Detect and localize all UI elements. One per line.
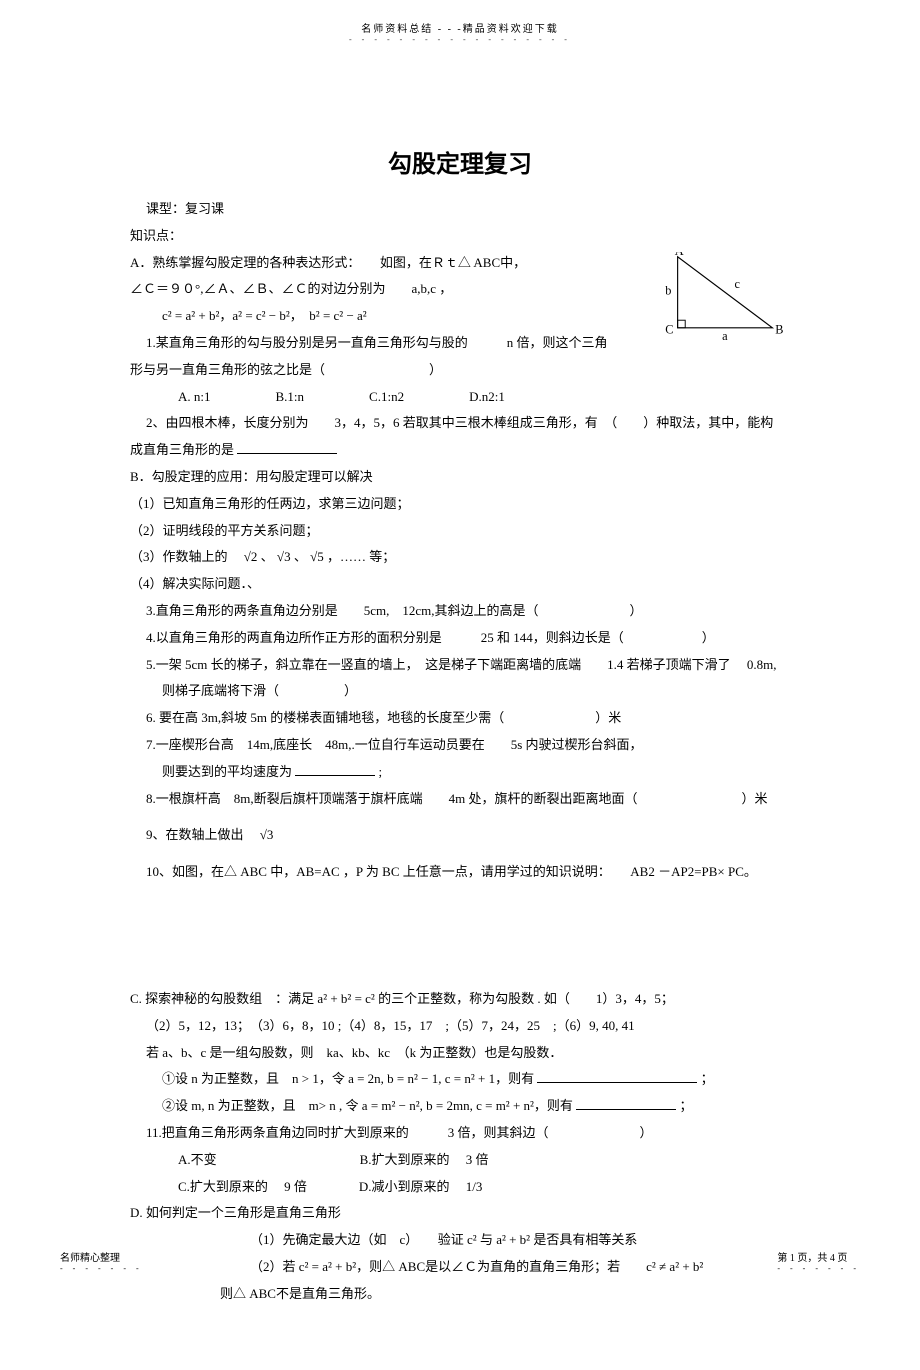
vertex-A: A <box>675 252 684 258</box>
q7-cont: 则要达到的平均速度为 ; <box>130 762 790 783</box>
b3-mid: 、 <box>261 549 274 564</box>
footer-right: 第 1 页，共 4 页 - - - - - - - <box>777 1249 860 1273</box>
footer-right-text: 第 1 页，共 4 页 <box>777 1249 860 1264</box>
c2-text: ②设 m, n 为正整数，且 m> n , 令 a = m² − n², b =… <box>162 1098 573 1113</box>
side-c: c <box>734 277 740 291</box>
b3-pre: （3）作数轴上的 <box>130 549 241 564</box>
q7-semi: ; <box>379 764 383 779</box>
footer-left-text: 名师精心整理 <box>60 1249 143 1264</box>
d2: （2）若 c² = a² + b²，则△ ABC是以∠Ｃ为直角的直角三角形；若 … <box>130 1257 790 1278</box>
q11-ab: A.不变 B.扩大到原来的 3 倍 <box>130 1150 790 1171</box>
sqrt3-val: 3 <box>284 549 291 564</box>
sqrt5: √5 <box>310 549 324 564</box>
c1-semi: ； <box>701 1071 714 1086</box>
right-angle-mark <box>678 320 686 328</box>
q10: 10、如图，在△ ABC 中，AB=AC ，P 为 BC 上任意一点，请用学过的… <box>130 862 790 883</box>
q9: 9、在数轴上做出 √3 <box>130 825 790 846</box>
q8: 8.一根旗杆高 8m,断裂后旗杆顶端落于旗杆底端 4m 处，旗杆的断裂出距离地面… <box>130 789 790 810</box>
header-text: 名师资料总结 - - -精品资料欢迎下载 <box>361 24 559 35</box>
q2: 2、由四根木棒，长度分别为 3，4，5，6 若取其中三根木棒组成三角形，有 （ … <box>130 413 790 434</box>
course-type: 课型：复习课 <box>130 199 790 220</box>
vertex-B: B <box>775 322 783 336</box>
q7-blank <box>295 763 375 776</box>
b3-post: ，…… 等； <box>327 549 395 564</box>
b2: （2）证明线段的平方关系问题； <box>130 521 790 542</box>
side-a: a <box>722 329 728 342</box>
c1: ①设 n 为正整数，且 n > 1，令 a = 2n, b = n² − 1, … <box>130 1069 790 1090</box>
b3: （3）作数轴上的 √2 、 √3 、 √5 ，…… 等； <box>130 547 790 568</box>
q2-blank <box>237 441 337 454</box>
q1-cont: 形与另一直角三角形的弦之比是（ ） <box>130 360 790 381</box>
side-b: b <box>665 284 671 298</box>
triangle-figure: A B C a b c <box>660 252 790 346</box>
section-c-heading: C. 探索神秘的勾股数组 ：满足 a² + b² = c² 的三个正整数，称为勾… <box>130 989 790 1010</box>
c2-semi: ； <box>679 1098 692 1113</box>
c-line3: 若 a、b、c 是一组勾股数，则 ka、kb、kc （k 为正整数）也是勾股数． <box>130 1043 790 1064</box>
c-line2: （2）5，12，13； （3）6，8，10 ;（4）8，15，17 ;（5）7，… <box>130 1016 790 1037</box>
c2-blank <box>576 1097 676 1110</box>
b4: （4）解决实际问题．、 <box>130 574 790 595</box>
footer-left-dashes: - - - - - - - <box>60 1264 143 1273</box>
sqrt3-q9-val: 3 <box>267 827 274 842</box>
sqrt3: √3 <box>277 549 291 564</box>
page-content: 勾股定理复习 课型：复习课 知识点： A．熟练掌握勾股定理的各种表达形式： 如图… <box>0 44 920 1370</box>
knowledge-label: 知识点： <box>130 226 790 247</box>
q1-opts: A. n:1 B.1:n C.1:n2 D.n2:1 <box>130 387 790 408</box>
section-b-heading: B．勾股定理的应用：用勾股定理可以解决 <box>130 467 790 488</box>
sqrt5-val: 5 <box>317 549 324 564</box>
page-header: 名师资料总结 - - -精品资料欢迎下载 <box>0 0 920 35</box>
sqrt2: √2 <box>244 549 258 564</box>
sqrt3-q9: √3 <box>260 827 274 842</box>
d3: 则△ ABC不是直角三角形。 <box>130 1284 790 1305</box>
footer-left: 名师精心整理 - - - - - - - <box>60 1249 143 1273</box>
header-dashes: - - - - - - - - - - - - - - - - - - <box>0 35 920 44</box>
q2-cont: 成直角三角形的是 <box>130 440 790 461</box>
page-title: 勾股定理复习 <box>130 144 790 179</box>
q5: 5.一架 5cm 长的梯子，斜立靠在一竖直的墙上， 这是梯子下端距离墙的底端 1… <box>130 655 790 676</box>
sqrt2-val: 2 <box>251 549 258 564</box>
footer-right-dashes: - - - - - - - <box>777 1264 860 1273</box>
q7: 7.一座楔形台高 14m,底座长 48m,.一位自行车运动员要在 5s 内驶过楔… <box>130 735 790 756</box>
q7-cont-text: 则要达到的平均速度为 <box>162 764 292 779</box>
section-d-heading: D. 如何判定一个三角形是直角三角形 <box>130 1203 790 1224</box>
q6: 6. 要在高 3m,斜坡 5m 的楼梯表面铺地毯，地毯的长度至少需（ ）米 <box>130 708 790 729</box>
q5-cont: 则梯子底端将下滑（ ） <box>130 681 790 702</box>
q9-pre: 9、在数轴上做出 <box>146 827 257 842</box>
vertex-C: C <box>665 322 673 336</box>
q2-cont-text: 成直角三角形的是 <box>130 442 234 457</box>
d1: （1）先确定最大边（如 c） 验证 c² 与 a² + b² 是否具有相等关系 <box>130 1230 790 1251</box>
c1-blank <box>537 1070 697 1083</box>
q3: 3.直角三角形的两条直角边分别是 5cm, 12cm,其斜边上的高是（ ） <box>130 601 790 622</box>
c2: ②设 m, n 为正整数，且 m> n , 令 a = m² − n², b =… <box>130 1096 790 1117</box>
b1: （1）已知直角三角形的任两边，求第三边问题； <box>130 494 790 515</box>
b3-mid2: 、 <box>294 549 307 564</box>
q11: 11.把直角三角形两条直角边同时扩大到原来的 3 倍，则其斜边（ ） <box>130 1123 790 1144</box>
q11-cd: C.扩大到原来的 9 倍 D.减小到原来的 1/3 <box>130 1177 790 1198</box>
c1-text: ①设 n 为正整数，且 n > 1，令 a = 2n, b = n² − 1, … <box>162 1071 534 1086</box>
q4: 4.以直角三角形的两直角边所作正方形的面积分别是 25 和 144，则斜边长是（… <box>130 628 790 649</box>
triangle-shape <box>678 257 773 328</box>
